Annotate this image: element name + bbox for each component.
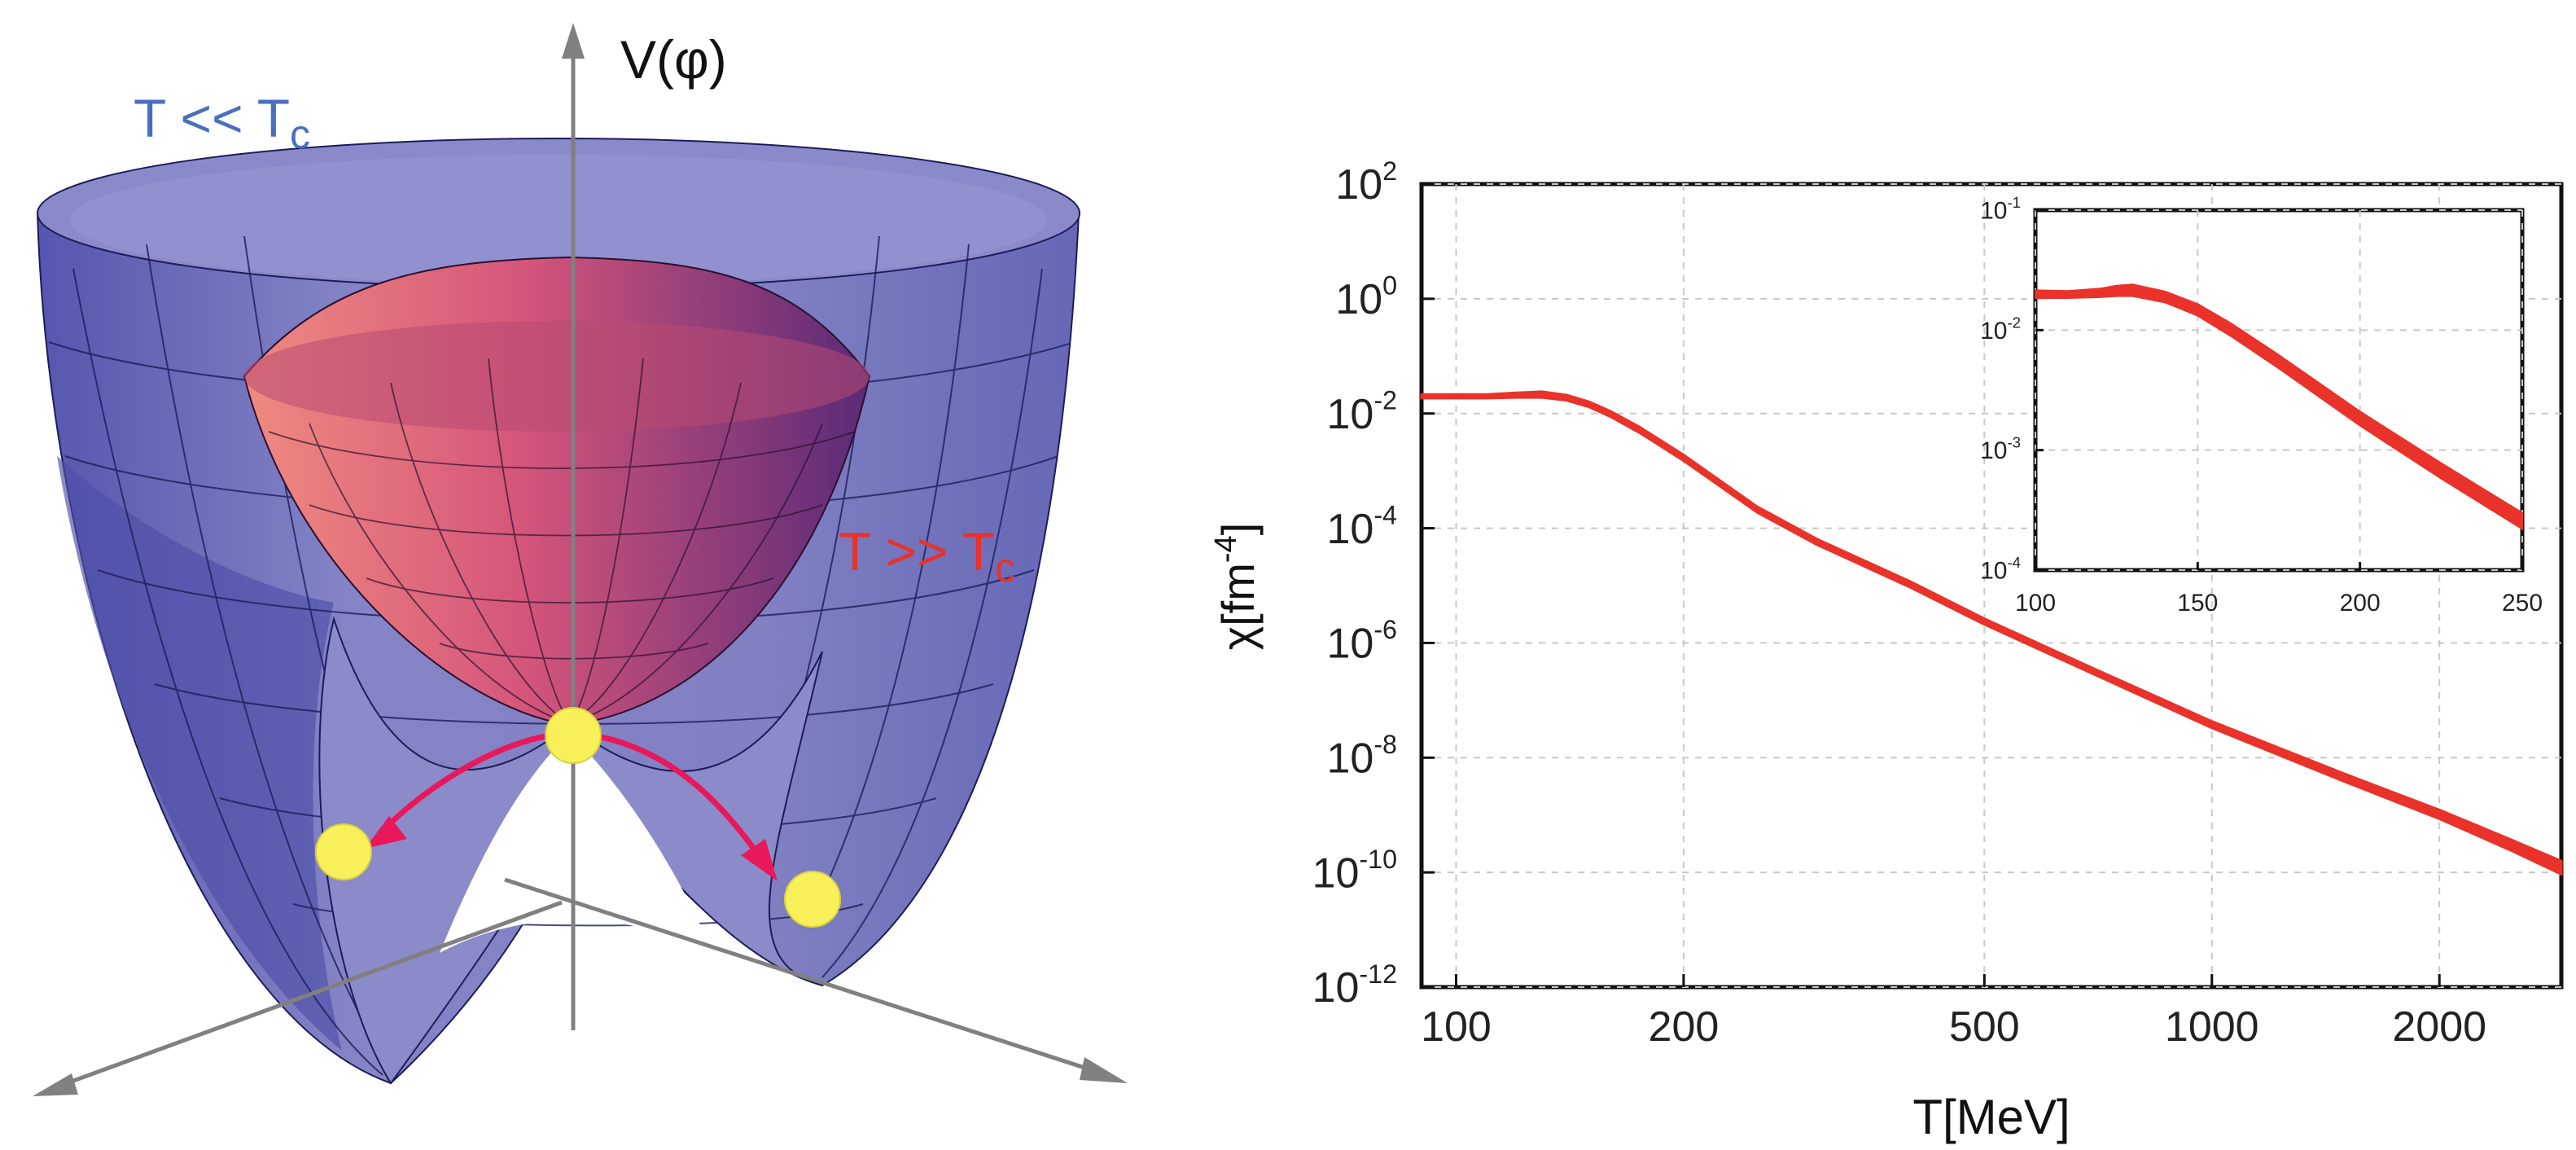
- chi-error-band: [1420, 390, 2563, 876]
- y-tick-label: 10-12: [1312, 959, 1397, 1012]
- y-tick-label: 102: [1335, 156, 1397, 208]
- y-tick-label: 10-4: [1980, 554, 2021, 585]
- chi-error-band: [2035, 283, 2523, 531]
- main-y-ticks: 102 100 10-2 10-4 10-6 10-8 10-10 10-12: [1312, 156, 1435, 1012]
- x-tick-label: 250: [2502, 590, 2543, 617]
- hot-potential-rim: [244, 321, 870, 432]
- y-tick-label: 10-10: [1312, 845, 1397, 897]
- main-x-ticks: 100 200 500 1000 2000: [1421, 974, 2486, 1051]
- inset-plot-frame: [2033, 208, 2525, 573]
- y-tick-label: 100: [1335, 271, 1397, 323]
- arrow-right: [574, 730, 764, 861]
- potential-axes: [33, 23, 1128, 1096]
- main-series: [1420, 390, 2563, 876]
- main-plot-frame: [1419, 182, 2564, 990]
- x-tick-label: 100: [2015, 590, 2056, 617]
- potential-axis-label: V(φ): [620, 29, 727, 90]
- rolling-arrows: [365, 730, 778, 881]
- y-tick-label: 10-6: [1326, 615, 1397, 667]
- inset-x-ticks: 100 150 200 250: [2015, 562, 2543, 617]
- y-tick-label: 10-3: [1980, 434, 2021, 465]
- y-tick-label: 10-1: [1980, 194, 2021, 225]
- arrow-right-head: [741, 839, 778, 881]
- x-tick-label: 500: [1949, 1003, 2020, 1051]
- inset-series: [2035, 283, 2523, 531]
- label-low-temperature: T << Tc: [134, 88, 310, 157]
- arrow-left-head: [365, 816, 407, 849]
- inset-gridlines: [2035, 209, 2523, 571]
- x-tick-label: 2000: [2392, 1003, 2486, 1051]
- label-high-temperature: T >> Tc: [839, 521, 1015, 590]
- x-tick-label: 100: [1421, 1003, 1492, 1051]
- outer-rim-inner: [70, 155, 1047, 285]
- arrow-left: [380, 730, 571, 833]
- inset-chart: 100 150 200 250 10-1 10-2 10-3 10-4: [1980, 194, 2543, 617]
- x-tick-label: 1000: [2165, 1003, 2259, 1051]
- x-tick-label: 150: [2177, 590, 2218, 617]
- ball-left: [315, 823, 372, 880]
- inset-y-ticks: 10-1 10-2 10-3 10-4: [1980, 194, 2044, 585]
- y-tick-label: 10-2: [1980, 314, 2021, 345]
- y-tick-label: 10-8: [1326, 730, 1397, 782]
- central-hump: [440, 733, 716, 961]
- main-chart: 100 200 500 1000 2000 102 100 10-2 10-4 10-6 10-8…: [1209, 156, 2564, 1144]
- main-y-axis-label: χ[fm-4]: [1209, 523, 1264, 651]
- y-tick-label: 10-4: [1326, 500, 1397, 552]
- ball-top: [545, 707, 602, 764]
- y-tick-label: 10-2: [1326, 386, 1397, 438]
- x-tick-label: 200: [2340, 590, 2381, 617]
- main-x-axis-label: T[MeV]: [1912, 1090, 2070, 1144]
- hot-potential-mesh: [268, 358, 856, 724]
- x-tick-label: 200: [1649, 1003, 1720, 1051]
- ball-right: [784, 871, 841, 928]
- potential-illustration: V(φ) T << Tc T >> Tc: [33, 23, 1128, 1096]
